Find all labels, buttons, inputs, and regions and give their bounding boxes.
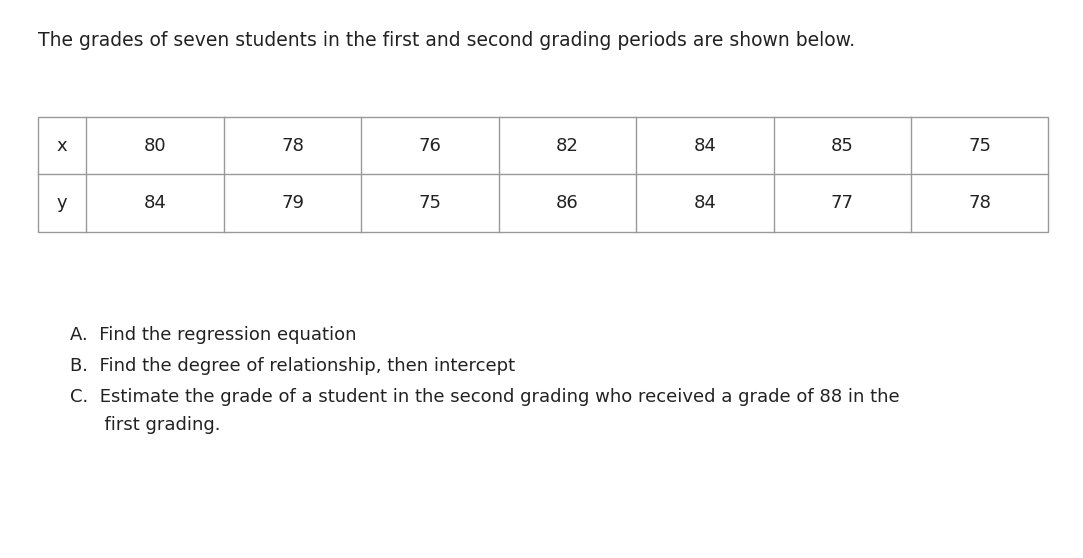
Text: 77: 77 bbox=[831, 194, 853, 212]
Text: 75: 75 bbox=[968, 137, 991, 155]
Text: x: x bbox=[56, 137, 67, 155]
Text: first grading.: first grading. bbox=[70, 416, 221, 434]
Bar bbox=[38, 117, 1048, 232]
Text: 84: 84 bbox=[144, 194, 167, 212]
Text: 78: 78 bbox=[282, 137, 304, 155]
Text: B.  Find the degree of relationship, then intercept: B. Find the degree of relationship, then… bbox=[70, 357, 516, 375]
Text: A.  Find the regression equation: A. Find the regression equation bbox=[70, 326, 357, 344]
Text: 84: 84 bbox=[693, 194, 716, 212]
Text: 78: 78 bbox=[968, 194, 991, 212]
Text: 84: 84 bbox=[693, 137, 716, 155]
Text: 82: 82 bbox=[556, 137, 578, 155]
Text: 80: 80 bbox=[144, 137, 167, 155]
Text: 79: 79 bbox=[280, 194, 304, 212]
Text: y: y bbox=[56, 194, 67, 212]
Text: 86: 86 bbox=[556, 194, 578, 212]
Text: 75: 75 bbox=[418, 194, 442, 212]
Text: 85: 85 bbox=[831, 137, 853, 155]
Text: The grades of seven students in the first and second grading periods are shown b: The grades of seven students in the firs… bbox=[38, 31, 856, 50]
Text: 76: 76 bbox=[418, 137, 442, 155]
Text: C.  Estimate the grade of a student in the second grading who received a grade o: C. Estimate the grade of a student in th… bbox=[70, 388, 900, 406]
